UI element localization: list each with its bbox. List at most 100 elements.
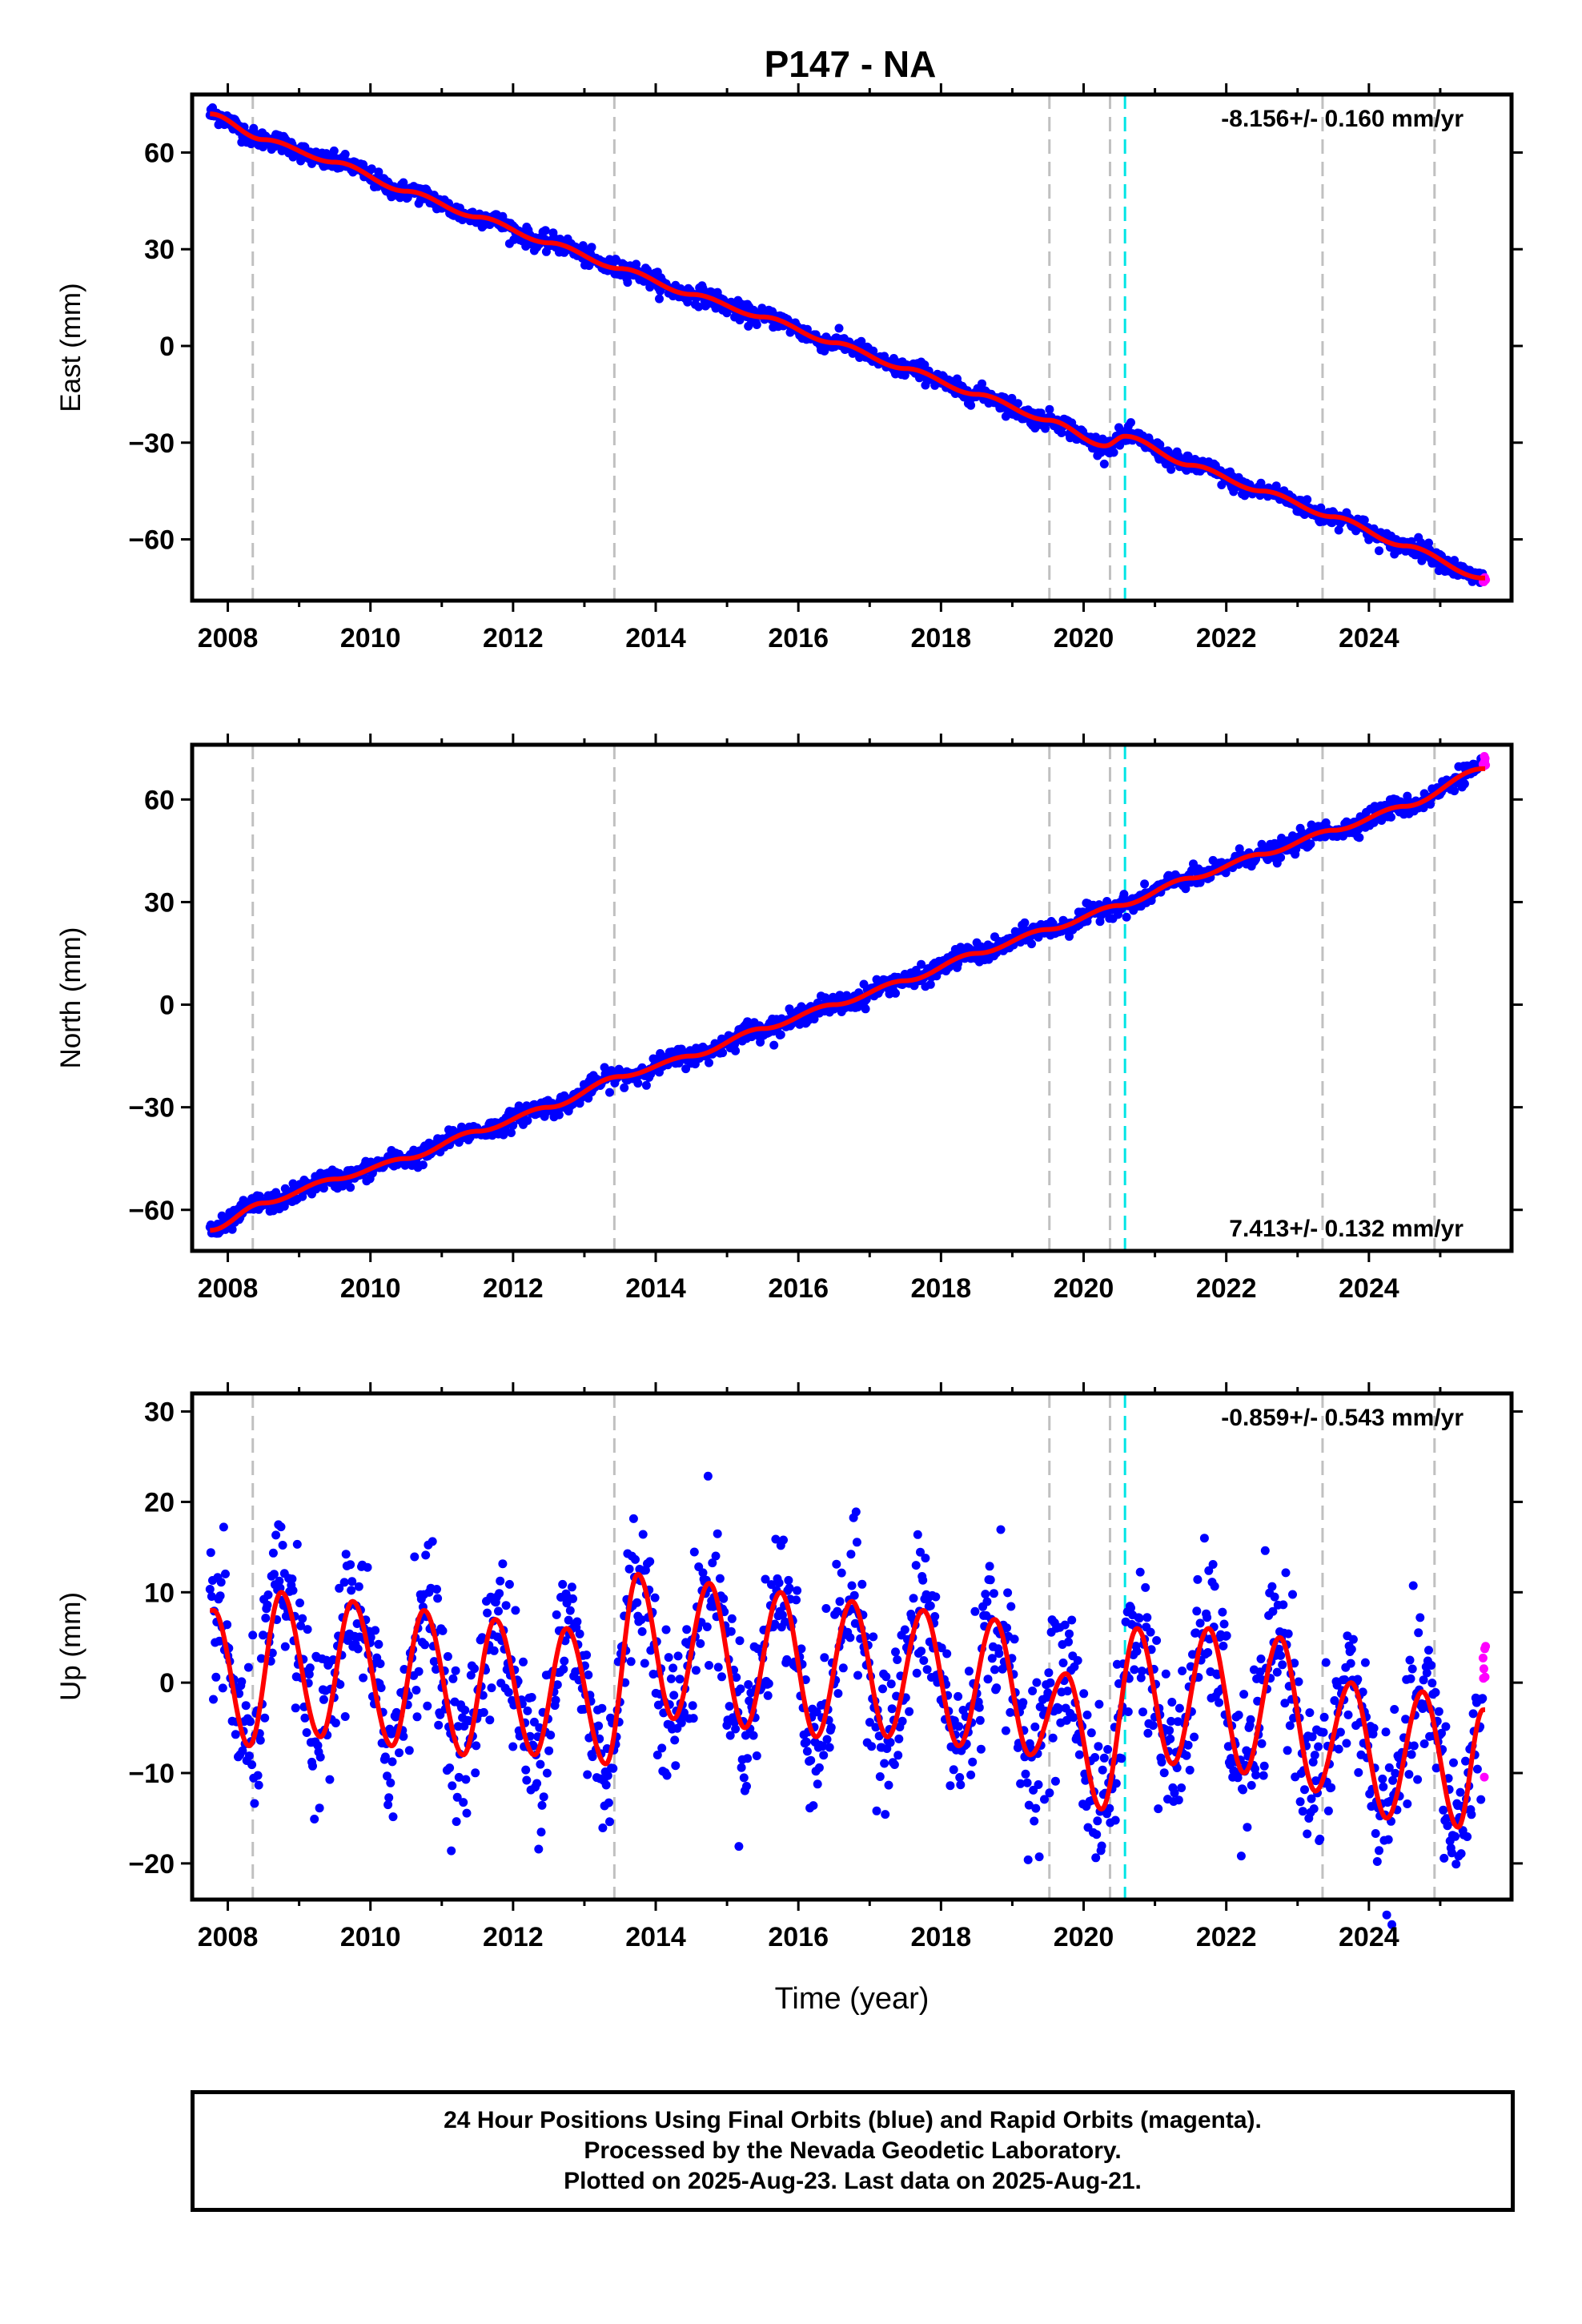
- data-point: [857, 1579, 867, 1589]
- data-point: [331, 1719, 340, 1727]
- data-point: [1371, 1829, 1380, 1838]
- data-point: [241, 1701, 251, 1711]
- x-tick-label: 2008: [198, 1273, 259, 1304]
- data-point: [1208, 1560, 1218, 1569]
- data-point: [1046, 1678, 1055, 1687]
- data-point: [582, 1651, 592, 1660]
- data-point: [288, 1586, 298, 1595]
- data-point: [340, 150, 350, 159]
- data-point: [652, 1751, 662, 1759]
- data-point: [448, 1781, 457, 1791]
- data-point: [1161, 1669, 1170, 1679]
- data-point: [867, 1742, 877, 1751]
- data-point: [511, 1606, 520, 1615]
- y-tick-label: 0: [159, 991, 175, 1021]
- data-point: [1272, 1667, 1282, 1677]
- data-point: [779, 1535, 788, 1545]
- data-point: [298, 1614, 307, 1623]
- data-point: [1472, 1764, 1482, 1774]
- data-point: [1003, 1588, 1013, 1598]
- data-point: [387, 1757, 397, 1767]
- x-tick-label: 2012: [483, 1273, 544, 1304]
- data-point: [822, 1735, 832, 1744]
- x-tick-label: 2008: [198, 623, 259, 653]
- data-point: [826, 1723, 836, 1732]
- data-point: [1103, 1745, 1113, 1754]
- x-tick-label: 2020: [1054, 1922, 1114, 1952]
- data-point: [640, 1659, 649, 1668]
- data-point: [271, 1530, 281, 1540]
- data-point: [567, 1582, 576, 1592]
- data-point: [485, 1715, 495, 1725]
- data-point: [237, 1677, 247, 1687]
- data-point: [462, 1808, 472, 1818]
- data-point: [454, 1772, 464, 1782]
- data-point: [291, 1703, 300, 1713]
- data-point: [1443, 1821, 1452, 1831]
- data-point: [1098, 1765, 1107, 1775]
- data-point: [916, 1547, 925, 1557]
- data-point: [529, 1717, 539, 1727]
- data-point: [976, 1744, 986, 1754]
- data-point: [1219, 1641, 1228, 1651]
- data-point: [737, 1763, 746, 1772]
- data-point: [1130, 1665, 1139, 1675]
- data-point: [1330, 1696, 1339, 1705]
- data-point: [399, 178, 408, 187]
- y-tick-label: 60: [144, 138, 175, 168]
- data-point: [834, 324, 844, 333]
- data-point: [998, 1664, 1007, 1674]
- data-point: [218, 1683, 227, 1693]
- data-point: [666, 1674, 676, 1683]
- data-point: [893, 1655, 902, 1664]
- data-point: [650, 1593, 660, 1602]
- data-point: [1073, 1656, 1082, 1665]
- y-tick-label: 10: [144, 1578, 175, 1608]
- data-point: [568, 1594, 577, 1603]
- data-point: [705, 1058, 713, 1068]
- data-point: [278, 1541, 287, 1550]
- data-point: [231, 1730, 240, 1739]
- footer-line-orbits: 24 Hour Positions Using Final Orbits (bl…: [444, 2107, 1262, 2133]
- data-point: [1348, 1634, 1358, 1644]
- data-point: [670, 1735, 680, 1745]
- data-point: [734, 1842, 744, 1852]
- data-point: [1074, 1750, 1084, 1759]
- data-point: [310, 1815, 319, 1823]
- data-point: [1020, 918, 1030, 927]
- data-point: [1246, 1715, 1255, 1724]
- panel-up: 2008 2010 2012 2014 2016 2018 2020 2022 20243020…: [55, 1382, 1523, 1952]
- data-point: [900, 1625, 909, 1634]
- data-point: [504, 1687, 513, 1697]
- data-point: [675, 1675, 685, 1684]
- x-tick-label: 2014: [625, 1273, 686, 1304]
- data-point: [742, 1782, 751, 1791]
- data-point: [1306, 839, 1315, 849]
- data-point: [1062, 1687, 1072, 1696]
- data-point: [339, 1578, 349, 1587]
- data-point: [421, 1550, 431, 1560]
- data-point: [1434, 1707, 1443, 1716]
- data-point: [1288, 1590, 1297, 1599]
- data-point: [438, 1626, 448, 1635]
- data-point: [501, 1601, 511, 1610]
- data-point: [1271, 481, 1281, 491]
- data-point: [682, 1625, 692, 1634]
- data-point: [1239, 1785, 1247, 1795]
- data-point: [432, 1585, 441, 1594]
- data-point: [996, 1525, 1006, 1534]
- data-point: [295, 1598, 304, 1608]
- data-point: [1058, 1659, 1068, 1667]
- data-point: [466, 1671, 476, 1680]
- x-tick-label: 2020: [1054, 623, 1114, 653]
- data-point: [452, 1792, 462, 1802]
- data-point: [1408, 1581, 1418, 1590]
- data-point: [296, 1621, 306, 1630]
- data-point: [1034, 1780, 1043, 1789]
- data-point: [1060, 1620, 1070, 1630]
- data-point: [523, 1116, 532, 1125]
- data-point: [1307, 1794, 1316, 1803]
- data-point: [1166, 1716, 1176, 1726]
- data-point: [1450, 786, 1460, 796]
- data-point: [211, 1672, 221, 1682]
